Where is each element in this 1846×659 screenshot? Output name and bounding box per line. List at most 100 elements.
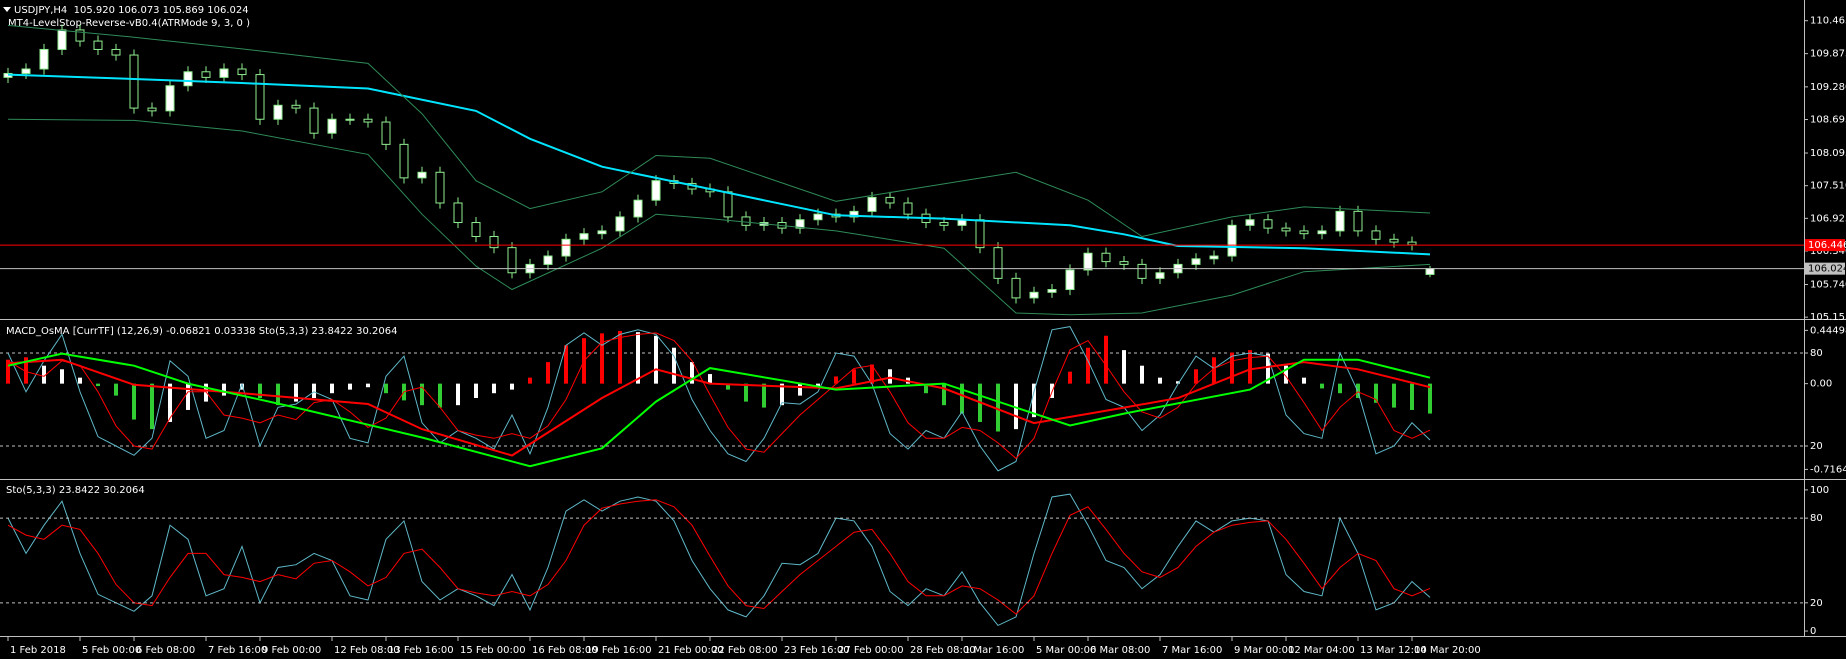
histogram-bar [6,359,10,384]
histogram-bar [1014,383,1018,430]
series-line [7,358,1431,457]
candle-body [39,48,49,70]
x-tick-label: 5 Mar 00:00 [1036,645,1096,656]
histogram-bar [1194,369,1198,384]
y-tick-label: 110.465 [1810,16,1846,27]
candle-body [975,219,985,249]
histogram-bar [942,383,946,406]
histogram-bar [1374,383,1378,403]
candle-body [453,202,463,224]
histogram-bar [1104,335,1108,384]
candle-body [291,104,301,109]
histogram-bar [1338,383,1342,394]
y-tick-label: 20 [1810,598,1823,609]
x-tick-label: 12 Mar 04:00 [1288,645,1355,656]
histogram-bar [924,383,928,394]
histogram-bar [834,376,838,384]
series-line [7,499,1431,615]
candle-body [1425,268,1435,275]
candle-body [471,222,481,237]
candle-body [795,219,805,229]
x-tick-label: 28 Feb 08:00 [910,645,976,656]
histogram-bar [600,333,604,384]
candle-body [273,104,283,120]
x-tick-label: 23 Feb 16:00 [784,645,850,656]
y-tick-label: 0 [1810,626,1816,637]
y-tick-label: 108.095 [1810,148,1846,159]
histogram-bar [1158,377,1162,384]
histogram-bar [762,383,766,408]
candle-body [903,202,913,215]
x-tick-label: 5 Feb 00:00 [82,645,141,656]
candle-body [417,171,427,179]
candle-body [939,222,949,226]
histogram-bar [1122,350,1126,384]
y-tick-label: 105.155 [1810,312,1846,323]
candle-body [867,196,877,212]
collapse-icon[interactable] [3,7,11,12]
level-label: 106.024 [1808,264,1846,275]
histogram-bar [654,335,658,384]
y-tick-label: 107.510 [1810,181,1846,192]
histogram-bar [384,383,388,394]
candle-body [1191,258,1201,265]
histogram-bar [456,383,460,406]
series-line [7,352,1431,468]
candle-body [1011,277,1021,299]
candle-body [1065,269,1075,291]
histogram-bar [1392,383,1396,408]
candle-body [147,107,157,112]
candle-body [597,230,607,235]
candle-body [1209,255,1219,260]
histogram-bar [672,347,676,384]
candle-body [579,233,589,240]
x-tick-label: 13 Mar 12:00 [1360,645,1427,656]
series-line [7,332,1431,460]
histogram-bar [546,362,550,384]
histogram-bar [960,383,964,414]
histogram-bar [744,383,748,402]
indicator-label: Sto(5,3,3) 23.8422 30.2064 [6,485,145,496]
candle-body [1029,291,1039,299]
candle-body [723,191,733,218]
histogram-bar [852,369,856,384]
candle-body [633,199,643,218]
histogram-bar [888,369,892,384]
x-tick-label: 9 Feb 00:00 [262,645,321,656]
histogram-bar [186,383,190,410]
histogram-bar [222,383,226,396]
y-tick-label: 109.280 [1810,82,1846,93]
candle-body [993,247,1003,279]
histogram-bar [690,362,694,384]
candle-body [93,40,103,50]
candle-body [435,171,445,204]
x-tick-label: 15 Feb 00:00 [460,645,526,656]
candle-body [1155,272,1165,279]
indicator-label: MT4-LevelStop-Reverse-vB0.4(ATRMode 9, 3… [8,18,250,29]
candle-body [1083,252,1093,271]
histogram-bar [1428,383,1432,414]
candle-body [1317,230,1327,235]
histogram-bar [996,383,1000,432]
candle-body [1389,238,1399,243]
candle-body [507,247,517,274]
candle-body [165,85,175,112]
candle-body [1101,252,1111,263]
series-line [7,24,1431,238]
candle-body [219,68,229,78]
histogram-bar [636,332,640,384]
candle-body [615,216,625,232]
candle-body [1119,261,1129,265]
x-tick-label: 7 Mar 16:00 [1162,645,1222,656]
histogram-bar [204,383,208,402]
candle-body [1263,219,1273,229]
candle-body [543,255,553,265]
x-tick-label: 1 Mar 16:00 [964,645,1024,656]
histogram-bar [870,364,874,384]
x-tick-label: 21 Feb 00:00 [658,645,724,656]
candle-body [1407,241,1417,246]
histogram-bar [312,383,316,399]
series-line [7,73,1431,256]
